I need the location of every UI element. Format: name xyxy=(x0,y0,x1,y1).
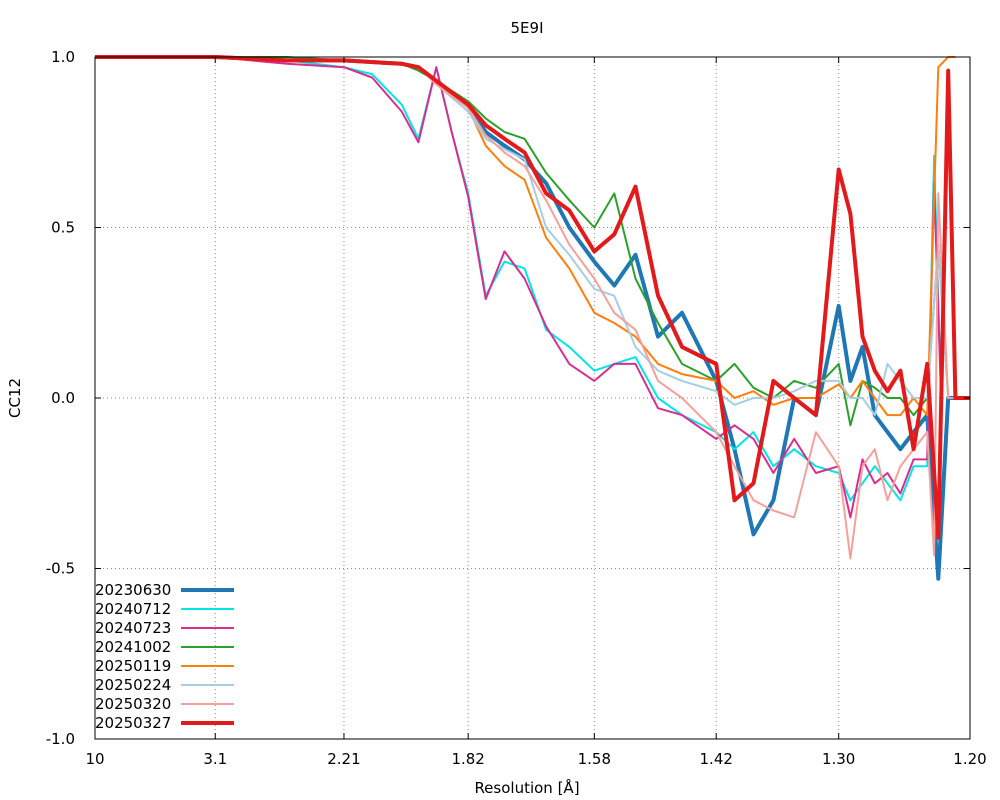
legend-label: 20240712 xyxy=(95,600,171,618)
legend-label: 20250224 xyxy=(95,676,171,694)
legend-label: 20250320 xyxy=(95,695,171,713)
series-line-20241002 xyxy=(95,56,970,427)
x-tick-label: 1.82 xyxy=(451,750,484,768)
legend-label: 20230630 xyxy=(95,581,171,599)
series-line-20250327 xyxy=(95,55,970,540)
series-line-20230630 xyxy=(95,55,970,581)
series-line-20240723 xyxy=(95,56,943,519)
axis-ticks: 10 3.1 2.21 1.82 1.58 1.42 1.30 1.20 1.0 0.5 0.0 -0… xyxy=(46,48,987,768)
x-tick-label: 1.30 xyxy=(822,750,855,768)
x-tick-label: 1.20 xyxy=(953,750,986,768)
x-tick-label: 10 xyxy=(85,750,104,768)
x-tick-label: 2.21 xyxy=(327,750,360,768)
y-axis-label: CC12 xyxy=(6,378,24,418)
legend-label: 20241002 xyxy=(95,638,171,656)
legend-label: 20250119 xyxy=(95,657,171,675)
grid-lines xyxy=(94,56,971,740)
series-line-20240712 xyxy=(95,56,943,502)
series-lines xyxy=(95,55,970,581)
legend: 2023063020240712202407232024100220250119… xyxy=(95,581,234,732)
y-tick-label: -0.5 xyxy=(46,560,75,578)
legend-label: 20240723 xyxy=(95,619,171,637)
y-tick-label: -1.0 xyxy=(46,730,75,748)
x-tick-label: 1.58 xyxy=(578,750,611,768)
y-tick-label: 0.0 xyxy=(51,389,75,407)
x-tick-label: 1.42 xyxy=(700,750,733,768)
legend-label: 20250327 xyxy=(95,714,171,732)
x-axis-label: Resolution [Å] xyxy=(474,778,579,797)
y-tick-label: 0.5 xyxy=(51,219,75,237)
chart-title: 5E9I xyxy=(511,19,544,37)
x-tick-label: 3.1 xyxy=(203,750,227,768)
y-tick-label: 1.0 xyxy=(51,48,75,66)
